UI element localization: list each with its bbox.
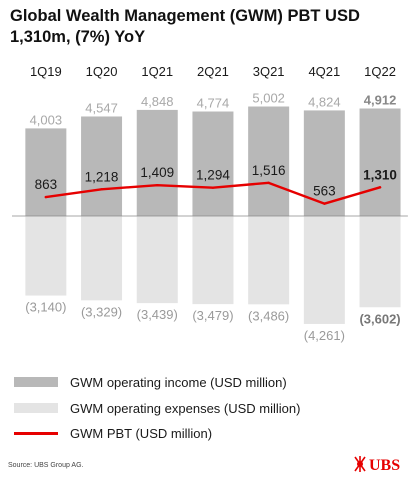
category-label: 3Q21 xyxy=(253,64,285,79)
ubs-logo: UBS xyxy=(354,456,400,474)
expense-bar xyxy=(248,216,290,305)
pbt-value-label: 1,516 xyxy=(252,163,286,178)
category-label: 1Q22 xyxy=(364,64,396,79)
category-label: 1Q21 xyxy=(141,64,173,79)
expense-value-label: (3,479) xyxy=(192,308,233,323)
pbt-value-label: 863 xyxy=(35,177,58,192)
pbt-point xyxy=(100,188,103,191)
chart: 1Q19 1Q20 1Q21 2Q21 3Q21 4Q21 1Q22 4,003 (3,140… xyxy=(12,64,408,343)
legend-item-income: GWM operating income (USD million) xyxy=(14,372,287,392)
pbt-value-label: 563 xyxy=(313,184,336,199)
income-value-label: 4,547 xyxy=(85,100,118,115)
legend-label-expenses: GWM operating expenses (USD million) xyxy=(70,400,301,416)
income-value-label: 4,848 xyxy=(141,94,174,109)
expense-value-label: (3,486) xyxy=(248,308,289,323)
pbt-point xyxy=(156,183,159,187)
expense-bar xyxy=(81,216,123,301)
pbt-point xyxy=(44,195,48,199)
income-value-label: 4,824 xyxy=(308,94,341,109)
income-value-label: 4,003 xyxy=(30,112,63,127)
legend-item-pbt: GWM PBT (USD million) xyxy=(14,423,212,443)
pbt-point xyxy=(267,181,270,185)
keys-icon xyxy=(354,456,366,472)
expense-value-label: (4,261) xyxy=(304,328,345,343)
expense-bar xyxy=(136,216,178,304)
legend-swatch-income xyxy=(14,377,58,387)
legend-label-income: GWM operating income (USD million) xyxy=(70,374,287,390)
expense-bar xyxy=(303,216,345,324)
income-bar xyxy=(192,111,234,216)
pbt-point xyxy=(323,202,326,205)
chart-title: Global Wealth Management (GWM) PBT USD 1… xyxy=(10,7,360,46)
expense-bar xyxy=(192,216,234,305)
source-note: Source: UBS Group AG. xyxy=(8,462,84,469)
expense-value-label: (3,329) xyxy=(81,304,122,319)
expense-value-label: (3,140) xyxy=(25,300,66,315)
income-bar xyxy=(81,116,123,216)
income-value-label: 5,002 xyxy=(252,91,285,106)
income-bar xyxy=(359,108,401,216)
category-label: 2Q21 xyxy=(197,64,229,79)
income-bar xyxy=(25,128,67,216)
expense-bar xyxy=(359,216,401,308)
logo-text: UBS xyxy=(369,457,400,474)
income-value-label: 4,912 xyxy=(364,92,397,107)
income-bar xyxy=(248,106,290,216)
pbt-point xyxy=(378,186,382,189)
legend-swatch-pbt xyxy=(14,431,58,435)
legend-swatch-expenses xyxy=(14,403,58,413)
income-value-label: 4,774 xyxy=(197,96,230,111)
category-label: 1Q19 xyxy=(30,64,62,79)
legend-label-pbt: GWM PBT (USD million) xyxy=(70,425,213,441)
pbt-value-label: 1,294 xyxy=(196,168,230,183)
category-label: 4Q21 xyxy=(308,64,340,79)
pbt-value-label: 1,218 xyxy=(85,169,119,184)
category-label: 1Q20 xyxy=(86,64,118,79)
expense-value-label: (3,602) xyxy=(359,311,400,326)
expense-value-label: (3,439) xyxy=(137,307,178,322)
pbt-value-label: 1,409 xyxy=(140,165,174,180)
income-bar xyxy=(136,109,178,216)
legend-item-expenses: GWM operating expenses (USD million) xyxy=(14,398,300,418)
expense-bar xyxy=(25,216,67,296)
pbt-point xyxy=(211,186,215,189)
pbt-value-label: 1,310 xyxy=(363,167,397,182)
